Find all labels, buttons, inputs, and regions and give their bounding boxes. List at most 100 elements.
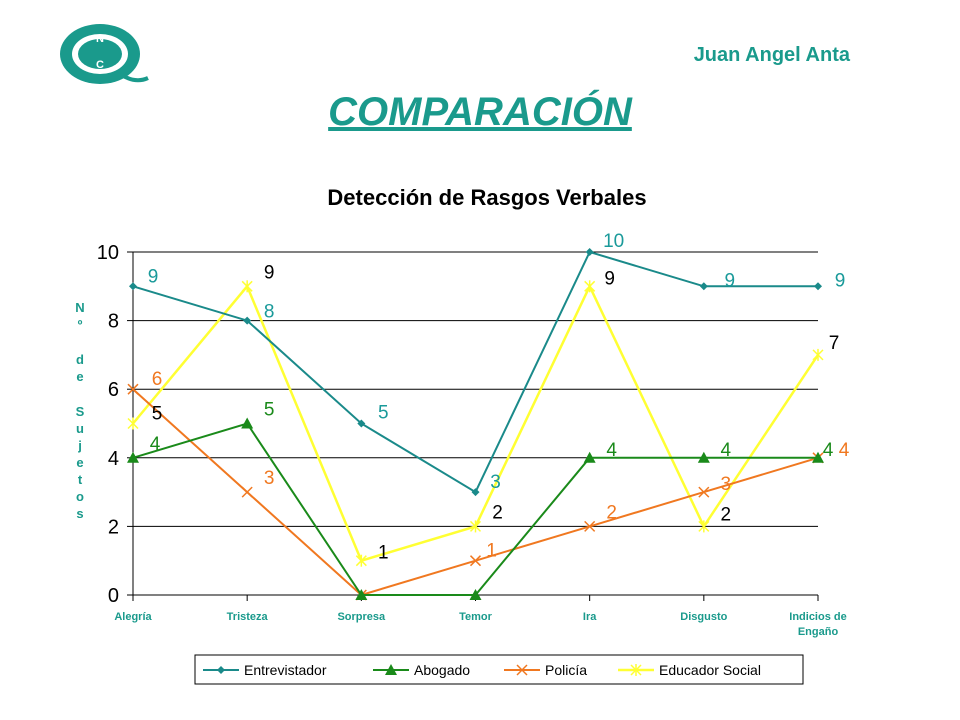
data-label-polic-a: 6 <box>152 369 163 390</box>
data-point-entrevistador <box>357 419 366 428</box>
data-point-abogado <box>127 451 139 463</box>
y-tick-label: 10 <box>97 242 119 264</box>
legend-label-educador-social: Educador Social <box>659 662 761 678</box>
legend-label-entrevistador: Entrevistador <box>244 662 327 678</box>
data-point-entrevistador <box>585 248 594 256</box>
data-point-polic-a <box>469 555 482 567</box>
legend-marker-educador-social <box>630 664 642 676</box>
legend-marker-entrevistador <box>217 666 225 674</box>
data-point-entrevistador <box>471 488 480 497</box>
data-point-abogado <box>812 451 824 463</box>
data-label-entrevistador: 10 <box>603 231 624 252</box>
data-label-polic-a: 2 <box>606 502 617 523</box>
logo-letter-c: C <box>96 59 104 71</box>
data-point-educador-social <box>355 554 367 567</box>
data-point-educador-social <box>698 520 710 533</box>
y-tick-label: 8 <box>108 311 119 333</box>
data-point-abogado <box>469 589 482 600</box>
data-point-polic-a <box>584 520 596 532</box>
legend-marker-polic-a <box>516 664 528 676</box>
legend: Entrevistador Abogado Policía Educador Soci… <box>194 654 804 685</box>
data-point-entrevistador <box>129 282 137 291</box>
data-label-abogado: 5 <box>264 400 275 421</box>
data-point-educador-social <box>127 417 139 430</box>
y-tick-label: 4 <box>108 448 119 470</box>
data-point-polic-a <box>127 383 139 395</box>
data-label-educador-social: 2 <box>492 502 503 523</box>
author-name: Juan Angel Anta <box>693 44 850 66</box>
y-tick-label: 2 <box>108 516 119 538</box>
data-label-educador-social: 5 <box>152 404 163 425</box>
x-tick-label: Alegría <box>114 611 152 623</box>
marker-stroke <box>584 520 596 532</box>
data-label-entrevistador: 5 <box>378 403 389 424</box>
x-tick-label: Indicios de <box>789 611 846 623</box>
marker-stroke <box>127 383 139 395</box>
data-label-polic-a: 3 <box>721 474 732 495</box>
marker-stroke <box>241 486 253 498</box>
marker-stroke <box>469 555 482 567</box>
y-axis-label-letter: j <box>77 438 82 453</box>
y-axis-label-letter: N <box>75 300 84 315</box>
x-tick-label: Tristeza <box>227 611 269 623</box>
x-tick-label: Ira <box>583 611 597 623</box>
x-tick-label: Disgusto <box>680 611 727 623</box>
data-label-entrevistador: 8 <box>264 302 275 323</box>
y-axis-label-letter: S <box>76 404 85 419</box>
data-label-abogado: 4 <box>721 440 732 461</box>
marker-stroke <box>516 664 528 676</box>
data-point-entrevistador <box>814 282 822 291</box>
data-label-educador-social: 9 <box>604 268 615 289</box>
x-tick-label: Sorpresa <box>337 611 386 623</box>
legend-label-abogado: Abogado <box>414 662 470 678</box>
data-label-abogado: 4 <box>823 440 834 461</box>
y-axis-label-letter: e <box>76 455 83 470</box>
data-label-entrevistador: 9 <box>835 270 846 291</box>
x-tick-label: Engaño <box>798 626 839 638</box>
data-label-polic-a: 4 <box>839 440 850 461</box>
x-tick-label: Temor <box>459 611 493 623</box>
y-axis-label-letter: u <box>76 421 84 436</box>
y-axis-label-letter: o <box>76 489 84 504</box>
legend-box <box>194 654 804 685</box>
y-tick-label: 6 <box>108 379 119 401</box>
y-axis-label-letter: t <box>78 472 83 487</box>
chart-title: Detección de Rasgos Verbales <box>327 185 646 210</box>
data-label-polic-a: 1 <box>486 541 497 562</box>
data-point-polic-a <box>241 486 253 498</box>
data-label-educador-social: 9 <box>264 262 275 283</box>
y-tick-label: 0 <box>108 585 119 607</box>
data-point-abogado <box>355 589 368 600</box>
y-axis-label-letter: º <box>78 317 83 332</box>
data-point-educador-social <box>812 348 824 361</box>
data-point-abogado <box>241 417 254 429</box>
data-label-entrevistador: 9 <box>725 270 736 291</box>
data-label-entrevistador: 9 <box>148 266 159 287</box>
data-point-entrevistador <box>243 316 252 325</box>
series-line-educador-social <box>132 283 820 563</box>
data-point-educador-social <box>241 280 253 293</box>
data-point-educador-social <box>584 280 596 293</box>
y-axis-label-letter: s <box>76 506 83 521</box>
y-axis-label-letter: e <box>76 369 83 384</box>
legend-label-polic-a: Policía <box>545 662 587 678</box>
logo-letter-n: N <box>96 33 104 45</box>
marker-stroke <box>698 486 710 498</box>
nc-logo: N C <box>60 24 149 84</box>
data-label-educador-social: 1 <box>378 543 389 564</box>
slide-title: COMPARACIÓN <box>328 90 632 134</box>
data-label-educador-social: 7 <box>829 333 840 354</box>
data-label-polic-a: 3 <box>264 468 275 489</box>
data-label-entrevistador: 3 <box>490 472 501 493</box>
data-label-abogado: 4 <box>150 434 161 455</box>
data-label-abogado: 4 <box>606 440 617 461</box>
data-point-educador-social <box>469 520 482 533</box>
legend-marker-abogado <box>385 664 397 675</box>
data-point-abogado <box>697 451 710 463</box>
data-label-educador-social: 2 <box>721 504 732 525</box>
data-point-abogado <box>583 451 596 463</box>
data-point-polic-a <box>698 486 710 498</box>
data-point-entrevistador <box>699 282 708 291</box>
